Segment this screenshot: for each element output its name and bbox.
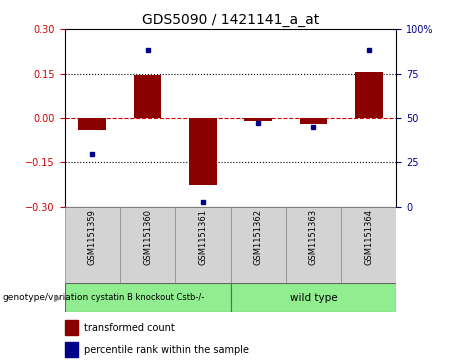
Text: wild type: wild type (290, 293, 337, 303)
Bar (300, 118, 327, 124)
Bar (244, 118, 272, 121)
Text: GSM1151362: GSM1151362 (254, 209, 263, 265)
Text: GSM1151361: GSM1151361 (198, 209, 207, 265)
Bar (341, 207, 396, 283)
Text: ▶: ▶ (54, 293, 62, 303)
Bar (355, 72, 383, 118)
Bar (65, 342, 78, 357)
Bar (65, 283, 230, 312)
Bar (189, 118, 217, 185)
Bar (65, 320, 78, 335)
Bar (175, 207, 230, 283)
Text: genotype/variation: genotype/variation (2, 293, 89, 302)
Text: GSM1151360: GSM1151360 (143, 209, 152, 265)
Text: transformed count: transformed count (84, 323, 175, 333)
Bar (134, 75, 161, 118)
Title: GDS5090 / 1421141_a_at: GDS5090 / 1421141_a_at (142, 13, 319, 26)
Bar (65, 207, 120, 283)
Bar (286, 207, 341, 283)
Text: GSM1151363: GSM1151363 (309, 209, 318, 265)
Bar (78, 118, 106, 130)
Bar (120, 207, 175, 283)
Text: percentile rank within the sample: percentile rank within the sample (84, 345, 249, 355)
Text: cystatin B knockout Cstb-/-: cystatin B knockout Cstb-/- (91, 293, 204, 302)
Text: GSM1151359: GSM1151359 (88, 209, 97, 265)
Text: GSM1151364: GSM1151364 (364, 209, 373, 265)
Bar (230, 283, 396, 312)
Bar (230, 207, 286, 283)
